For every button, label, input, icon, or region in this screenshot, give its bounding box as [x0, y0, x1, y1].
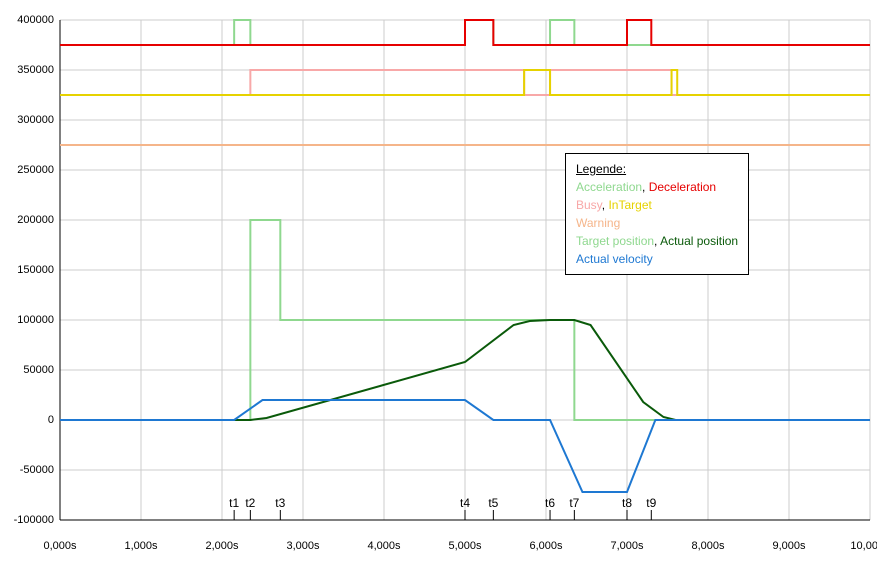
x-tick-label: 5,000s: [448, 540, 481, 552]
y-tick-label: 0: [0, 414, 54, 426]
legend-line: Warning: [576, 214, 738, 232]
y-tick-label: 400000: [0, 14, 54, 26]
legend-segment: Deceleration: [649, 180, 716, 194]
x-tick-label: 1,000s: [124, 540, 157, 552]
x-tick-label: 6,000s: [529, 540, 562, 552]
chart-svg: [0, 0, 877, 565]
legend-segment: Actual position: [660, 234, 738, 248]
x-tick-label: 2,000s: [205, 540, 238, 552]
x-tick-label: 7,000s: [610, 540, 643, 552]
x-tick-label: 10,000s: [850, 540, 877, 552]
legend-line: Target position, Actual position: [576, 232, 738, 250]
legend-line: Acceleration, Deceleration: [576, 178, 738, 196]
x-tick-label: 3,000s: [286, 540, 319, 552]
legend-line: Busy, InTarget: [576, 196, 738, 214]
x-tick-label: 0,000s: [43, 540, 76, 552]
y-tick-label: 250000: [0, 164, 54, 176]
y-tick-label: 150000: [0, 264, 54, 276]
time-marker-label: t8: [622, 496, 632, 510]
legend-segment: Acceleration: [576, 180, 642, 194]
y-tick-label: 200000: [0, 214, 54, 226]
time-marker-label: t9: [646, 496, 656, 510]
time-marker-label: t5: [488, 496, 498, 510]
y-tick-label: -50000: [0, 464, 54, 476]
legend-segment: Target position: [576, 234, 654, 248]
x-tick-label: 4,000s: [367, 540, 400, 552]
x-tick-label: 8,000s: [691, 540, 724, 552]
y-tick-label: 300000: [0, 114, 54, 126]
time-marker-label: t1: [229, 496, 239, 510]
legend-lines: Acceleration, DecelerationBusy, InTarget…: [576, 178, 738, 268]
y-tick-label: 100000: [0, 314, 54, 326]
y-tick-label: 350000: [0, 64, 54, 76]
chart-container: -100000 -50000 0 50000 100000 150000 200000 250…: [0, 0, 877, 565]
y-tick-label: 50000: [0, 364, 54, 376]
chart-legend: Legende: Acceleration, DecelerationBusy,…: [565, 153, 749, 275]
legend-line: Actual velocity: [576, 250, 738, 268]
legend-segment: Actual velocity: [576, 252, 653, 266]
time-marker-label: t3: [275, 496, 285, 510]
time-marker-label: t7: [569, 496, 579, 510]
time-marker-label: t4: [460, 496, 470, 510]
legend-title: Legende:: [576, 160, 738, 178]
legend-segment: Busy: [576, 198, 602, 212]
time-marker-label: t6: [545, 496, 555, 510]
x-tick-label: 9,000s: [772, 540, 805, 552]
legend-segment: ,: [642, 180, 649, 194]
legend-segment: InTarget: [608, 198, 651, 212]
y-tick-label: -100000: [0, 514, 54, 526]
legend-segment: Warning: [576, 216, 620, 230]
time-marker-label: t2: [245, 496, 255, 510]
